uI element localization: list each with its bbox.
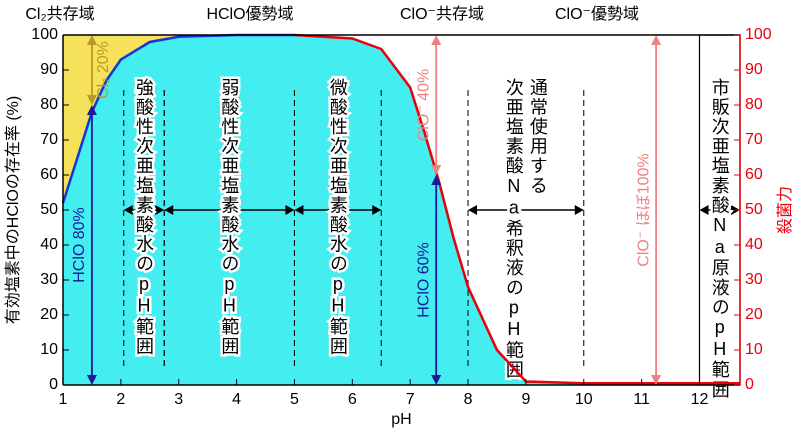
arrow-head (431, 165, 442, 175)
arrow-head (123, 205, 133, 215)
range-label: 通常使用する (528, 78, 548, 196)
y-tick-label: 40 (40, 236, 58, 253)
arrow-head (431, 375, 442, 385)
area-hclo (63, 35, 740, 385)
arrow-head (294, 205, 304, 215)
region-label: HClO優勢域 (206, 5, 293, 23)
y2-tick-label: 20 (745, 306, 763, 323)
range-label: 市販次亜塩素酸Na原液のpH範囲 (710, 78, 730, 400)
x-tick-label: 9 (521, 391, 530, 408)
y-axis-label: 有効塩素中のHClOの存在率 (%) (4, 96, 22, 324)
arrow-label: HClO 60% (415, 242, 432, 318)
region-label: ClO⁻優勢域 (555, 5, 639, 23)
range-label: 強酸性次亜塩素酸水のpH範囲 (134, 78, 154, 357)
range-label: 次亜塩素酸Na希釈液のpH範囲 (504, 78, 524, 380)
x-tick-label: 10 (575, 391, 593, 408)
x-tick-label: 4 (232, 391, 241, 408)
arrow-label: ClO⁻ 40% (415, 69, 432, 141)
y-tick-label: 20 (40, 306, 58, 323)
y2-tick-label: 50 (745, 201, 763, 218)
x-tick-label: 11 (633, 391, 650, 408)
y2-tick-label: 0 (745, 376, 754, 393)
y-tick-label: 100 (31, 26, 58, 43)
arrow-head (468, 205, 478, 215)
curve (294, 33, 740, 385)
y-tick-label: 80 (40, 96, 58, 113)
x-tick-label: 1 (59, 391, 68, 408)
arrow-label: ClO⁻ ほぼ100% (634, 153, 652, 266)
y-tick-label: 10 (40, 341, 58, 358)
arrow-label: Cl₂ 20% (95, 41, 112, 99)
y2-tick-label: 70 (745, 131, 763, 148)
y2-tick-label: 10 (745, 341, 763, 358)
arrow-head (651, 375, 662, 385)
arrow-head (86, 105, 97, 115)
arrow-head (164, 205, 174, 215)
arrow-head (431, 175, 442, 185)
range-label: 微酸性次亜塩素酸水のpH範囲 (328, 78, 348, 357)
arrow-head (699, 205, 709, 215)
region-label: ClO⁻共存域 (400, 5, 484, 23)
arrow-head (285, 205, 295, 215)
x-tick-label: 3 (174, 391, 183, 408)
arrow-head (431, 35, 442, 45)
y-tick-label: 30 (40, 271, 58, 288)
x-tick-label: 6 (348, 391, 357, 408)
y-tick-label: 0 (49, 376, 58, 393)
arrow-head (372, 205, 382, 215)
range-label: 弱酸性次亜塩素酸水のpH範囲 (219, 78, 239, 356)
arrow-head (86, 375, 97, 385)
y-tick-label: 60 (40, 166, 58, 183)
y2-axis-label: 殺菌力 (776, 186, 794, 234)
y2-tick-label: 30 (745, 271, 763, 288)
arrow-head (86, 95, 97, 105)
region-label: Cl₂共存域 (25, 5, 94, 23)
y2-tick-label: 80 (745, 96, 763, 113)
x-tick-label: 5 (290, 391, 299, 408)
y2-tick-label: 60 (745, 166, 763, 183)
x-tick-label: 8 (464, 391, 473, 408)
y-tick-label: 70 (40, 131, 58, 148)
y-tick-label: 50 (40, 201, 58, 218)
x-axis-label: pH (391, 411, 411, 428)
y2-tick-label: 100 (745, 26, 772, 43)
y2-tick-label: 40 (745, 236, 763, 253)
arrow-head (155, 205, 165, 215)
arrow-label: HClO 80% (71, 207, 88, 283)
x-tick-label: 2 (116, 391, 125, 408)
y-tick-label: 90 (40, 61, 58, 78)
arrow-head (86, 35, 97, 45)
y2-tick-label: 90 (745, 61, 763, 78)
arrow-head (651, 35, 662, 45)
x-tick-label: 12 (691, 391, 709, 408)
arrow-head (574, 205, 584, 215)
x-tick-label: 7 (406, 391, 415, 408)
